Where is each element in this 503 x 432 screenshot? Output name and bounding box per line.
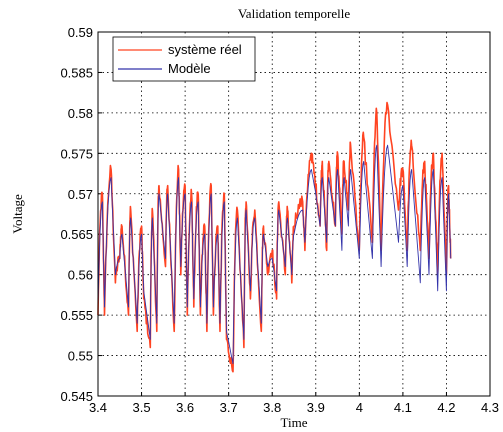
series-line-1 [97, 144, 452, 365]
legend-box [112, 36, 256, 82]
y-tick-label: 0.565 [60, 227, 93, 242]
plot-frame [97, 31, 491, 397]
x-tick-label: 3.4 [89, 400, 107, 415]
x-tick-label: 3.8 [263, 400, 281, 415]
y-tick-label: 0.59 [68, 25, 93, 40]
chart-title: Validation temporelle [238, 6, 351, 21]
legend-label-reel: système réel [168, 42, 242, 57]
x-tick-label: 3.7 [220, 400, 238, 415]
x-tick-label: 3.9 [307, 400, 325, 415]
y-tick-labels: 0.545 0.55 0.555 0.56 0.565 0.57 0.575 0.58 0.58… [60, 25, 93, 404]
grid [97, 31, 491, 397]
x-tick-label: 4.2 [437, 400, 455, 415]
series-layer [97, 101, 452, 373]
y-tick-label: 0.57 [68, 187, 93, 202]
x-tick-labels: 3.4 3.5 3.6 3.7 3.8 3.9 4 4.1 4.2 4.3 [89, 400, 499, 415]
y-axis-title: Voltage [10, 194, 25, 234]
x-tick-label: 3.6 [176, 400, 194, 415]
y-tick-label: 0.585 [60, 65, 93, 80]
y-tick-label: 0.545 [60, 389, 93, 404]
y-tick-label: 0.55 [68, 349, 93, 364]
legend: système réel Modèle [112, 36, 256, 82]
y-tick-label: 0.56 [68, 268, 93, 283]
x-tick-label: 3.5 [133, 400, 151, 415]
y-tick-label: 0.58 [68, 106, 93, 121]
x-tick-label: 4.1 [394, 400, 412, 415]
y-tick-label: 0.575 [60, 146, 93, 161]
legend-label-modele: Modèle [168, 61, 211, 76]
x-tick-label: 4.3 [481, 400, 499, 415]
x-tick-label: 4 [356, 400, 363, 415]
y-tick-label: 0.555 [60, 308, 93, 323]
x-axis-title: Time [281, 415, 308, 430]
